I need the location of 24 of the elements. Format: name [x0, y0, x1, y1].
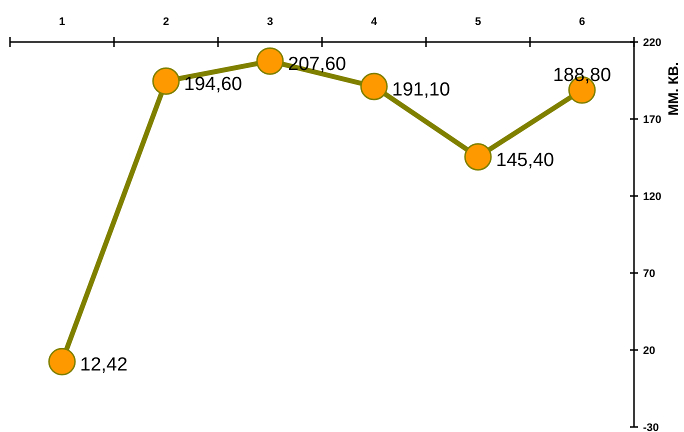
x-tick-label: 1	[58, 16, 66, 28]
y-axis-title: ММ. КВ.	[665, 62, 681, 116]
x-tick-label: 2	[162, 16, 170, 28]
point	[48, 348, 76, 376]
x-tick-label: 6	[578, 16, 586, 28]
data-label: 191,10	[392, 80, 450, 101]
y-tick-label: -30	[643, 422, 659, 432]
point	[256, 47, 284, 75]
y-tick-label: 170	[643, 114, 662, 126]
y-tick-label: 20	[643, 345, 656, 357]
x-tick-label: 4	[370, 16, 378, 28]
y-tick-label: 70	[643, 268, 656, 280]
x-tick-label: 3	[266, 16, 274, 28]
point	[152, 67, 180, 95]
data-label: 188,80	[552, 65, 612, 86]
data-label: 145,40	[496, 150, 554, 171]
y-tick-label: 220	[643, 37, 662, 49]
data-label: 12,42	[80, 354, 128, 376]
data-label: 207,60	[288, 54, 346, 76]
point	[464, 143, 492, 171]
point	[360, 72, 388, 100]
data-label: 194,60	[184, 74, 242, 96]
x-tick-label: 5	[474, 16, 482, 28]
y-tick-label: 120	[643, 191, 662, 203]
